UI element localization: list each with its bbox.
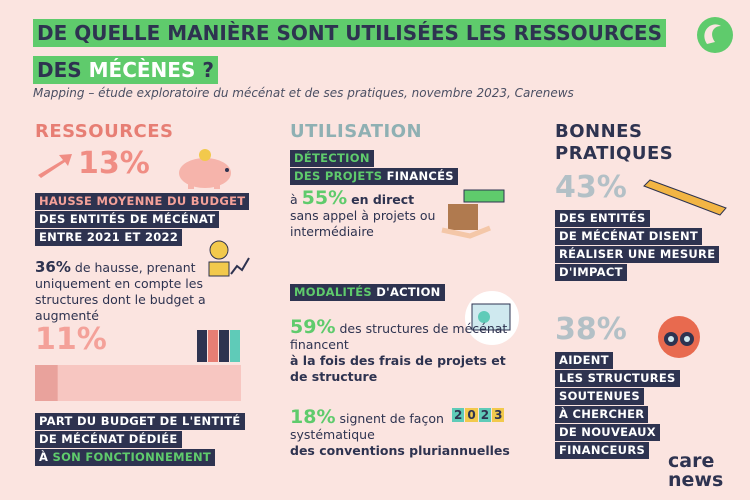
label-box: DES ENTITÉS DE MÉCÉNAT DISENT RÉALISER U… — [555, 210, 720, 282]
label-line: RÉALISER UNE MESURE — [555, 246, 720, 263]
label-line: À CHERCHER — [555, 406, 649, 423]
stat-desc: des structures de mécénat financent — [290, 321, 508, 352]
screen-icon — [465, 291, 519, 345]
tag-word: D'ACTION — [376, 285, 441, 299]
stat-figure: 55% — [301, 187, 348, 209]
stat-desc: signent de façon systématique — [290, 411, 444, 442]
tag-word: FINANCÉS — [386, 169, 454, 183]
tag-word: MODALITÉS — [294, 285, 372, 299]
label-box: PART DU BUDGET DE L'ENTITÉ DE MÉCÉNAT DÉ… — [35, 413, 245, 467]
title-line: DE QUELLE MANIÈRE SONT UTILISÉES LES RES… — [33, 19, 666, 47]
label-line: PART DU BUDGET DE L'ENTITÉ — [35, 413, 245, 430]
stat-figure: 13% — [78, 146, 150, 181]
stat-desc: de hausse, prenant uniquement en compte … — [35, 260, 206, 323]
stat-figure: 18% — [290, 406, 336, 428]
year-icon: 2 0 2 3 — [452, 408, 505, 422]
logo-word: news — [668, 469, 724, 491]
label-line: LES STRUCTURES — [555, 370, 680, 387]
stat-bold: en direct — [351, 192, 415, 207]
stat-text: à 55% en direct sans appel à projets ou i… — [290, 187, 450, 240]
stat-figure: 36% — [35, 258, 71, 276]
label-box: HAUSSE MOYENNE DU BUDGET DES ENTITÉS DE … — [35, 193, 250, 247]
stat-text: 59% des structures de mécénat financent à… — [290, 316, 510, 385]
title-line: DES MÉCÈNES ? — [33, 56, 218, 84]
share-bar — [35, 365, 241, 401]
binoculars-icon — [658, 316, 700, 358]
stat-figure: 43% — [555, 170, 627, 205]
tag-line: DES PROJETS FINANCÉS — [290, 168, 458, 185]
logo-word: care — [668, 450, 715, 472]
section-heading: RESSOURCES — [35, 121, 174, 142]
arrow-icon — [38, 154, 72, 178]
brand-icon — [697, 17, 733, 53]
piggy-icon — [179, 149, 231, 189]
tag-word: DES PROJETS — [294, 169, 383, 183]
label-line: DE MÉCÉNAT DISENT — [555, 228, 703, 245]
label-line: FINANCEURS — [555, 442, 650, 459]
stat-figure: 59% — [290, 316, 336, 338]
bar-track — [35, 365, 241, 401]
heading-line: PRATIQUES — [555, 143, 674, 164]
tag: DÉTECTION DES PROJETS FINANCÉS — [290, 150, 458, 186]
stat-text: 36% de hausse, prenant uniquement en com… — [35, 259, 255, 324]
stat-desc: sans appel à projets ou intermédiaire — [290, 208, 436, 239]
stat-figure: 38% — [555, 312, 627, 347]
year-digit: 2 — [478, 408, 492, 422]
box-icon — [441, 189, 505, 239]
subtitle: Mapping – étude exploratoire du mécénat … — [33, 86, 574, 100]
tag-line: MODALITÉS D'ACTION — [290, 284, 445, 301]
coins-icon — [208, 240, 250, 277]
title-word: MÉCÈNES — [88, 58, 196, 82]
label-line: DES ENTITÉS DE MÉCÉNAT — [35, 211, 220, 228]
year-digit: 3 — [492, 408, 505, 422]
year-digit: 0 — [465, 408, 478, 422]
label-line: D'IMPACT — [555, 264, 627, 281]
stat-text: 18% signent de façon systématique des con… — [290, 406, 520, 459]
label-box: AIDENT LES STRUCTURES SOUTENUES À CHERCH… — [555, 352, 680, 460]
tag-line: DÉTECTION — [290, 150, 374, 167]
label-word: À — [39, 450, 49, 464]
label-line: À SON FONCTIONNEMENT — [35, 449, 216, 466]
label-line: AIDENT — [555, 352, 613, 369]
logo: care news — [668, 452, 723, 490]
label-word: SON FONCTIONNEMENT — [52, 450, 212, 464]
label-line: DE MÉCÉNAT DÉDIÉE — [35, 431, 182, 448]
stat-bold: des conventions pluriannuelles — [290, 443, 510, 458]
year-digit: 2 — [452, 408, 465, 422]
label-line: DE NOUVEAUX — [555, 424, 660, 441]
title-word: DES — [37, 58, 82, 82]
label-line: ENTRE 2021 ET 2022 — [35, 229, 183, 246]
tag: MODALITÉS D'ACTION — [290, 284, 445, 302]
ruler-icon — [643, 179, 727, 216]
section-heading: UTILISATION — [290, 121, 423, 142]
bar-fill — [35, 365, 58, 401]
stat-prefix: à — [290, 192, 298, 207]
heading-line: BONNES — [555, 121, 643, 142]
stat-bold: à la fois des frais de projets et de str… — [290, 353, 506, 384]
section-heading: BONNES PRATIQUES — [555, 121, 673, 165]
binders-icon — [197, 330, 240, 362]
label-line: DES ENTITÉS — [555, 210, 650, 227]
label-line: SOUTENUES — [555, 388, 644, 405]
stat-figure: 11% — [35, 322, 107, 357]
label-line: HAUSSE MOYENNE DU BUDGET — [35, 193, 250, 210]
title-word: ? — [202, 58, 214, 82]
